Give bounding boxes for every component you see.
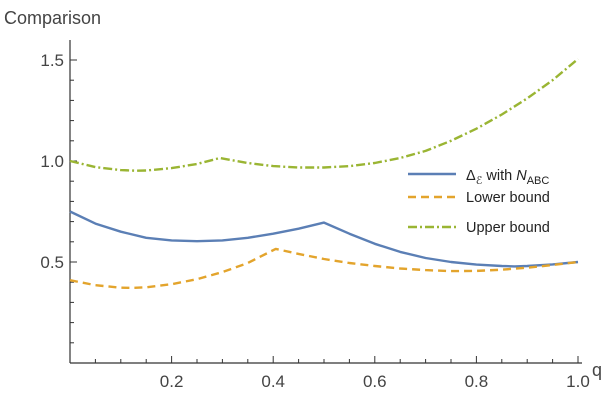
series-delta-line xyxy=(69,210,579,268)
legend: Δℰ with NABC Lower bound Upper bound xyxy=(408,168,550,236)
series-upper-bound-line xyxy=(69,58,579,172)
series-lower-bound-line xyxy=(69,247,579,290)
y-tick-label: 0.5 xyxy=(40,253,64,272)
x-tick-label: 1.0 xyxy=(566,372,590,391)
legend-label-lower-bound: Lower bound xyxy=(466,190,550,206)
x-ticks: 0.2 0.4 0.6 0.8 1.0 xyxy=(94,356,590,391)
legend-item-upper-bound: Upper bound xyxy=(408,220,550,236)
x-tick-label: 0.8 xyxy=(465,372,489,391)
legend-n-symbol: N xyxy=(516,168,527,184)
legend-label-delta: Δℰ with NABC xyxy=(466,168,549,187)
x-tick-label: 0.6 xyxy=(363,372,387,391)
legend-n-sub: ABC xyxy=(527,175,550,187)
legend-label-upper-bound: Upper bound xyxy=(466,220,550,236)
legend-item-delta: Δℰ with NABC xyxy=(408,168,549,187)
legend-with-text: with xyxy=(482,168,516,184)
x-tick-label: 0.4 xyxy=(261,372,285,391)
legend-delta-sub: ℰ xyxy=(476,175,483,187)
y-axis-label: Comparison xyxy=(4,8,101,28)
legend-item-lower-bound: Lower bound xyxy=(408,190,550,206)
y-tick-label: 1.5 xyxy=(40,51,64,70)
legend-delta-symbol: Δ xyxy=(466,168,476,184)
y-ticks: 0.5 1.0 1.5 xyxy=(40,51,77,344)
series-group xyxy=(69,58,579,290)
x-axis-label: q xyxy=(592,360,602,380)
x-tick-label: 0.2 xyxy=(160,372,184,391)
y-tick-label: 1.0 xyxy=(40,152,64,171)
